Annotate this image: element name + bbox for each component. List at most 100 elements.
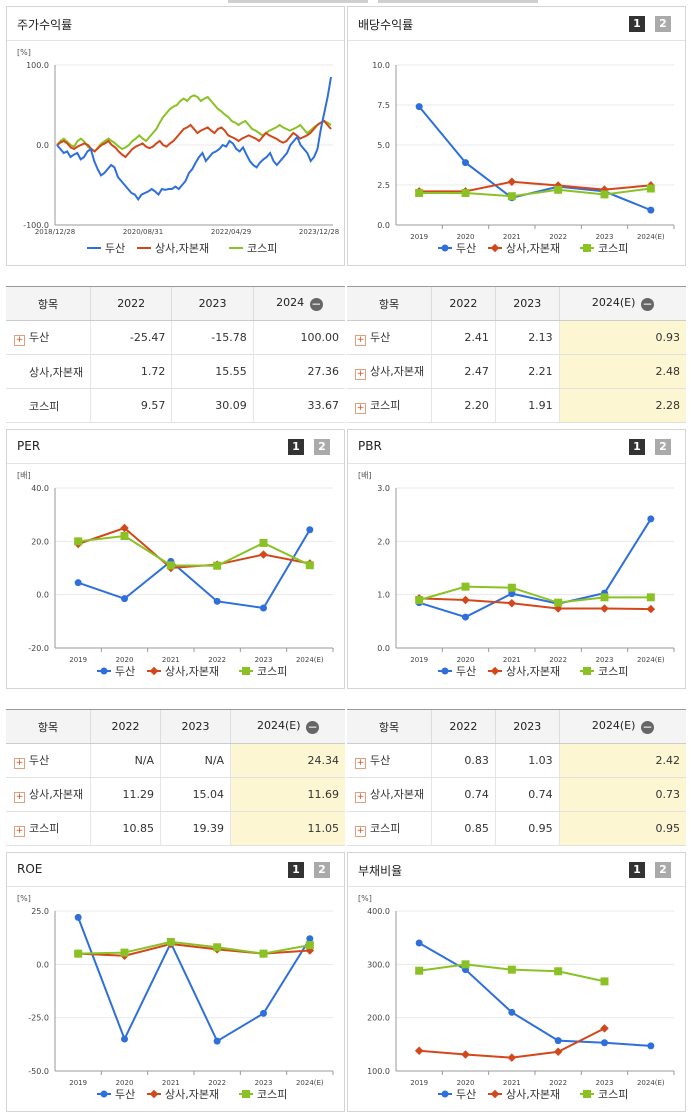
y-tick-label: 1.0 bbox=[377, 591, 390, 600]
header-label: 2023 bbox=[513, 720, 542, 733]
table-cell: 0.83 bbox=[431, 743, 496, 778]
collapse-column-icon[interactable]: − bbox=[640, 297, 654, 311]
table-cell: 2.41 bbox=[431, 320, 496, 355]
row-label: + 두산 bbox=[6, 320, 91, 355]
legend-label: 코스피 bbox=[598, 665, 628, 678]
pbr-table: 항목 2022 2023 2024(E) − + 두산 0.83 1.03 2.42 + 상사,자본… bbox=[347, 709, 686, 846]
expand-plus-icon[interactable]: + bbox=[14, 792, 25, 803]
legend-label: 상사,자본재 bbox=[165, 665, 219, 678]
expand-plus-icon[interactable]: + bbox=[355, 826, 366, 837]
data-point bbox=[120, 532, 129, 540]
unit-label: [%] bbox=[358, 894, 372, 903]
expand-plus-icon[interactable]: + bbox=[14, 758, 25, 769]
series-line bbox=[56, 119, 332, 159]
legend-label: 두산 bbox=[115, 665, 135, 678]
data-point bbox=[166, 937, 175, 946]
data-point bbox=[600, 190, 609, 199]
collapse-column-icon[interactable]: − bbox=[309, 297, 323, 311]
y-tick-label: 0.0 bbox=[377, 644, 390, 653]
data-point bbox=[646, 184, 655, 193]
table-cell: 15.55 bbox=[171, 354, 254, 389]
collapse-column-icon[interactable]: − bbox=[640, 720, 654, 734]
row-label: + 코스피 bbox=[347, 388, 432, 423]
row-label-text: 코스피 bbox=[29, 822, 60, 835]
expand-plus-icon[interactable]: + bbox=[355, 403, 366, 414]
x-tick-label: 2023 bbox=[255, 1079, 273, 1087]
header-label: 2023 bbox=[513, 297, 542, 310]
collapse-column-icon[interactable]: − bbox=[306, 720, 320, 734]
table-row: + 두산 N/A N/A 24.34 bbox=[6, 743, 345, 778]
page-1-button[interactable]: 1 bbox=[629, 439, 645, 455]
top-tab-strip bbox=[228, 0, 368, 3]
header-label: 항목 bbox=[37, 297, 59, 311]
y-tick-label: 300.0 bbox=[367, 960, 390, 969]
table-row: + 두산 0.83 1.03 2.42 bbox=[347, 743, 686, 778]
legend-label: 상사,자본재 bbox=[165, 1088, 219, 1101]
table-header-cell: 항목 bbox=[6, 287, 91, 321]
data-point bbox=[461, 960, 470, 969]
legend-label: 상사,자본재 bbox=[506, 1088, 560, 1101]
data-point bbox=[305, 561, 314, 570]
expand-plus-icon[interactable]: + bbox=[14, 335, 25, 346]
table-cell: 0.74 bbox=[431, 777, 496, 812]
x-tick-label: 2018/12/28 bbox=[35, 228, 75, 236]
pbr-panel: PBR 1 2 [배] 3.0 2.0 1.0 0.0 2019 2020 2021 2022 2… bbox=[347, 429, 686, 689]
expand-plus-icon[interactable]: + bbox=[355, 335, 366, 346]
data-point bbox=[507, 1053, 517, 1062]
expand-plus-icon[interactable]: + bbox=[355, 758, 366, 769]
y-tick-label: -20.0 bbox=[28, 644, 49, 653]
panel-title: 부채비율 bbox=[358, 864, 403, 878]
page-2-button[interactable]: 2 bbox=[314, 862, 330, 878]
series-line bbox=[418, 585, 651, 604]
data-point bbox=[74, 949, 83, 958]
page-1-button[interactable]: 1 bbox=[629, 862, 645, 878]
header-label: 2022 bbox=[449, 720, 478, 733]
expand-plus-icon[interactable]: + bbox=[14, 826, 25, 837]
panel-header: 부채비율 1 2 bbox=[348, 853, 685, 887]
data-point bbox=[461, 582, 470, 591]
data-point bbox=[415, 939, 423, 947]
page-1-button[interactable]: 1 bbox=[288, 439, 304, 455]
data-point bbox=[259, 550, 268, 559]
legend-label: 상사,자본재 bbox=[506, 242, 560, 255]
stock-return-table: 항목 2022 2023 2024 − + 두산 -25.47 -15.78 100.00 상사,… bbox=[6, 286, 345, 423]
series-line bbox=[78, 534, 311, 567]
y-tick-label: 40.0 bbox=[31, 484, 49, 493]
page-2-button[interactable]: 2 bbox=[655, 16, 671, 32]
series-line bbox=[78, 940, 311, 955]
table-row: 코스피 9.57 30.09 33.67 bbox=[6, 388, 345, 423]
data-point bbox=[554, 1037, 562, 1045]
page-1-button[interactable]: 1 bbox=[629, 16, 645, 32]
x-tick-label: 2022 bbox=[549, 1079, 567, 1087]
x-tick-label: 2024(E) bbox=[296, 656, 324, 664]
row-label: + 상사,자본재 bbox=[6, 777, 91, 812]
panel-title: PER bbox=[17, 439, 41, 453]
y-tick-label: -100.0 bbox=[23, 221, 49, 230]
page-2-button[interactable]: 2 bbox=[314, 439, 330, 455]
y-tick-label: 100.0 bbox=[26, 61, 49, 70]
legend-label: 두산 bbox=[456, 665, 476, 678]
x-tick-label: 2020 bbox=[116, 1079, 134, 1087]
table-row: + 상사,자본재 2.47 2.21 2.48 bbox=[347, 354, 686, 389]
row-label-text: 두산 bbox=[29, 754, 50, 767]
x-tick-label: 2022 bbox=[208, 1079, 226, 1087]
series-line bbox=[418, 105, 652, 212]
expand-plus-icon[interactable]: + bbox=[355, 369, 366, 380]
unit-label: [%] bbox=[17, 894, 31, 903]
page-1-button[interactable]: 1 bbox=[288, 862, 304, 878]
legend-marker bbox=[583, 1090, 591, 1098]
row-label: + 두산 bbox=[6, 743, 91, 778]
panel-header: PER 1 2 bbox=[7, 430, 344, 464]
table-row: + 상사,자본재 0.74 0.74 0.73 bbox=[347, 777, 686, 812]
table-cell: 2.47 bbox=[431, 354, 496, 389]
expand-plus-icon[interactable]: + bbox=[355, 792, 366, 803]
table-header-cell: 2024 − bbox=[252, 287, 345, 321]
page-2-button[interactable]: 2 bbox=[655, 439, 671, 455]
page-2-button[interactable]: 2 bbox=[655, 862, 671, 878]
y-tick-label: 0.0 bbox=[36, 141, 49, 150]
data-point bbox=[120, 948, 129, 957]
series-line bbox=[419, 187, 651, 198]
table-cell: 9.57 bbox=[89, 388, 172, 423]
data-point bbox=[507, 965, 516, 974]
x-tick-label: 2023 bbox=[255, 656, 273, 664]
